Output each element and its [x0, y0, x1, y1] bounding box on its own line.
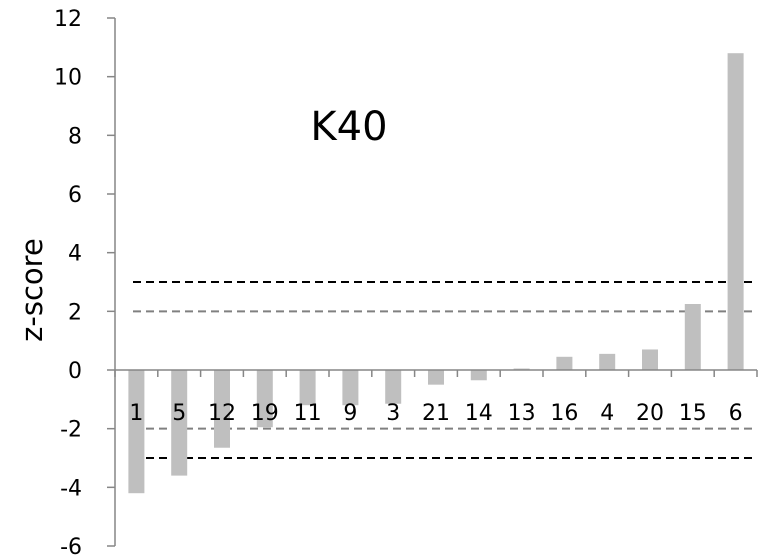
category-label-3: 3: [386, 401, 400, 426]
category-label-9: 9: [343, 401, 357, 426]
category-label-4: 4: [600, 401, 614, 426]
bar-21: [428, 370, 444, 385]
category-label-19: 19: [251, 401, 279, 426]
y-tick-labels: -6 -4 -2 0 2 4 6 8 10 12: [54, 7, 82, 555]
bar-4: [599, 353, 616, 370]
bar-19: [256, 370, 273, 428]
bar-11: [299, 370, 316, 406]
bar-12: [214, 370, 230, 448]
y-tick-label: -4: [60, 476, 82, 501]
bar-15: [684, 304, 701, 370]
y-tick-label: 0: [68, 359, 82, 384]
y-tick-label: 12: [54, 7, 82, 32]
y-tick-label: 2: [68, 300, 82, 325]
y-tick-label: 4: [68, 242, 82, 267]
category-label-15: 15: [679, 401, 707, 426]
bar-1: [128, 370, 145, 494]
category-label-20: 20: [636, 401, 664, 426]
chart-annotation: K40: [310, 104, 387, 150]
y-tick-label: 8: [68, 124, 82, 149]
bars: [128, 53, 744, 494]
category-label-11: 11: [294, 401, 322, 426]
category-label-16: 16: [550, 401, 578, 426]
bar-5: [171, 370, 188, 476]
bar-16: [556, 356, 573, 370]
y-axis-ticks: [107, 17, 115, 547]
category-label-1: 1: [129, 401, 143, 426]
y-tick-label: 6: [68, 183, 82, 208]
bar-6: [727, 53, 744, 370]
category-label-6: 6: [729, 401, 743, 426]
bar-3: [385, 370, 402, 404]
x-axis-ticks: [114, 370, 758, 377]
y-tick-label: -6: [60, 535, 82, 555]
y-tick-label: 10: [54, 66, 82, 91]
y-tick-label: -2: [60, 418, 82, 443]
bar-9: [342, 370, 359, 406]
bar-14: [470, 370, 487, 381]
category-label-14: 14: [465, 401, 493, 426]
category-label-5: 5: [172, 401, 186, 426]
y-axis-title: z-score: [15, 238, 49, 342]
category-label-13: 13: [508, 401, 536, 426]
category-labels: 1 5 12 19 11 9 3 21 14 13 16 4 20 15 6: [129, 401, 742, 426]
bar-20: [642, 349, 658, 370]
category-label-12: 12: [208, 401, 236, 426]
category-label-21: 21: [422, 401, 450, 426]
